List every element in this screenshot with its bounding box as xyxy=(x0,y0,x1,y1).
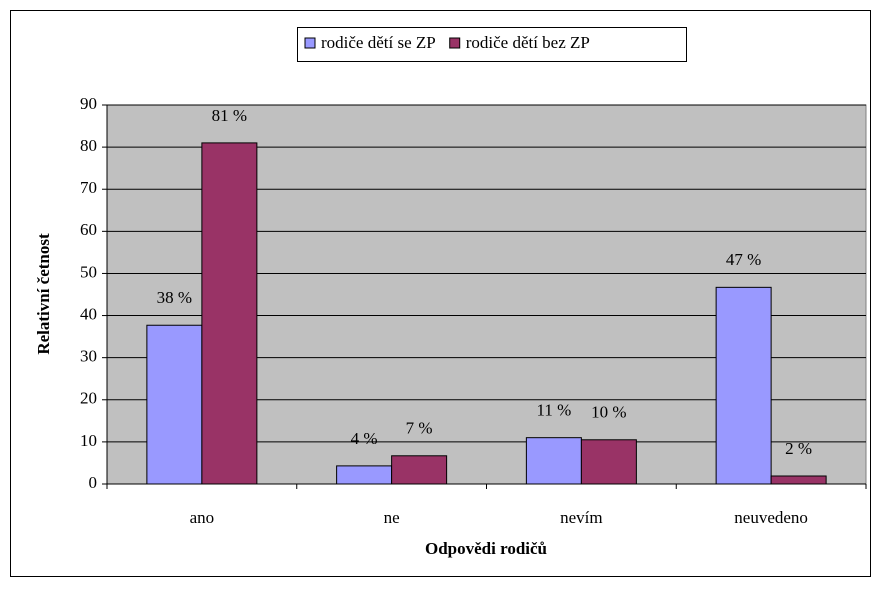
x-tick-label: nevím xyxy=(560,508,603,527)
bar xyxy=(391,455,448,485)
data-label: 81 % xyxy=(212,106,247,125)
y-axis-title: Relativní četnost xyxy=(34,233,53,355)
y-tick-label: 0 xyxy=(89,473,98,492)
y-tick-label: 90 xyxy=(80,94,97,113)
data-label: 2 % xyxy=(785,439,812,458)
x-tick-label: neuvedeno xyxy=(734,508,808,527)
y-tick-label: 40 xyxy=(80,304,97,323)
data-label: 4 % xyxy=(351,429,378,448)
legend-swatch xyxy=(449,37,461,49)
bar xyxy=(525,437,582,485)
y-tick-label: 20 xyxy=(80,389,97,408)
y-tick-label: 80 xyxy=(80,136,97,155)
bar xyxy=(580,439,637,485)
bar xyxy=(146,324,203,485)
y-tick-label: 50 xyxy=(80,262,97,281)
legend-swatch xyxy=(304,37,316,49)
legend-label: rodiče dětí se ZP xyxy=(321,33,436,52)
data-label: 10 % xyxy=(591,403,626,422)
bar xyxy=(715,286,772,485)
y-tick-label: 30 xyxy=(80,347,97,366)
x-tick-label: ne xyxy=(384,508,400,527)
legend-box xyxy=(297,27,687,62)
y-tick-label: 70 xyxy=(80,178,97,197)
y-tick-label: 10 xyxy=(80,431,97,450)
y-tick-label: 60 xyxy=(80,220,97,239)
data-label: 7 % xyxy=(406,419,433,438)
legend-label: rodiče dětí bez ZP xyxy=(466,33,590,52)
bar xyxy=(201,142,258,485)
data-label: 38 % xyxy=(157,288,192,307)
x-axis-title: Odpovědi rodičů xyxy=(425,539,547,558)
data-label: 11 % xyxy=(536,401,571,420)
data-label: 47 % xyxy=(726,250,761,269)
bar xyxy=(770,475,827,485)
x-tick-label: ano xyxy=(190,508,215,527)
bar xyxy=(336,465,393,485)
